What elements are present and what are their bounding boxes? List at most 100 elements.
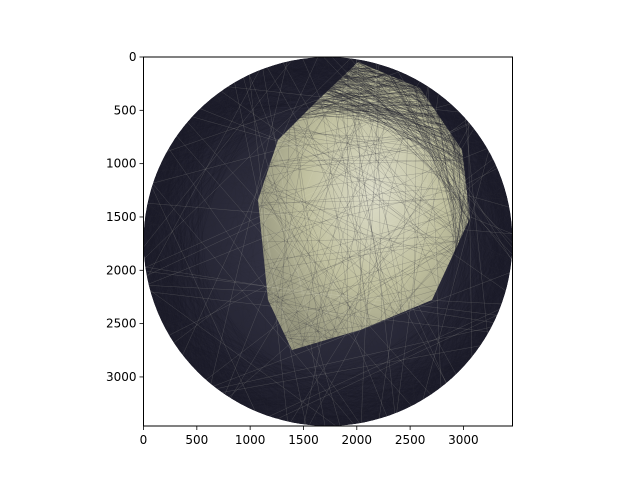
thread-line: [280, 62, 507, 197]
thread-line: [234, 82, 307, 425]
thread-line: [145, 235, 513, 272]
thread-line: [436, 210, 511, 391]
thread-line: [302, 161, 495, 425]
thread-line: [253, 72, 417, 80]
thread-line: [171, 75, 249, 340]
thread-line: [194, 65, 273, 370]
thread-line: [392, 68, 495, 163]
thread-line: [340, 57, 512, 220]
y-tick-label: 1000: [106, 157, 137, 171]
thread-line: [391, 244, 513, 415]
thread-line: [187, 121, 432, 395]
thread-line: [148, 284, 283, 421]
x-tick-label: 3000: [448, 433, 479, 447]
thread-line: [285, 121, 469, 422]
thread-line: [180, 85, 231, 353]
thread-line: [494, 163, 511, 273]
thread-line: [243, 77, 341, 426]
thread-line: [144, 220, 196, 370]
thread-line: [444, 98, 513, 246]
thread-line: [380, 281, 509, 419]
thread-line: [218, 364, 466, 391]
thread-line: [467, 121, 481, 346]
thread-line: [443, 97, 492, 328]
thread-line: [207, 92, 437, 382]
thread-line: [203, 217, 511, 378]
thread-line: [459, 111, 461, 370]
thread-line: [345, 57, 468, 363]
thread-line: [391, 68, 505, 295]
thread-line: [489, 153, 503, 302]
thread-line: [463, 185, 504, 368]
thread-line: [292, 66, 388, 423]
thread-line: [430, 184, 504, 395]
thread-line: [258, 67, 390, 71]
thread-line: [238, 391, 435, 404]
thread-line: [163, 325, 311, 426]
thread-line: [153, 57, 330, 182]
thread-line: [171, 186, 505, 340]
thread-line: [284, 62, 340, 426]
thread-line: [265, 67, 511, 273]
thread-line: [145, 181, 503, 218]
thread-line: [179, 57, 336, 133]
thread-line: [176, 77, 413, 137]
thread-line: [172, 57, 318, 341]
thread-line: [145, 57, 321, 215]
thread-line: [301, 58, 438, 391]
thread-line: [483, 218, 512, 342]
thread-line: [143, 61, 290, 255]
thread-line: [143, 232, 268, 416]
thread-line: [350, 58, 512, 260]
thread-line: [186, 268, 511, 361]
thread-line: [221, 90, 507, 290]
thread-line: [435, 127, 474, 392]
thread-line: [177, 309, 500, 349]
thread-line: [303, 58, 513, 238]
thread-line: [301, 186, 505, 425]
thread-line: [168, 334, 305, 425]
thread-line: [267, 67, 447, 383]
thread-line: [431, 171, 499, 395]
thread-line: [152, 183, 354, 425]
thread-line: [174, 139, 218, 389]
thread-line: [149, 290, 336, 426]
thread-line: [148, 285, 467, 364]
thread-line: [268, 66, 498, 169]
thread-line: [311, 287, 507, 426]
thread-line: [163, 204, 509, 325]
thread-line: [154, 62, 282, 306]
thread-line: [163, 63, 379, 159]
thread-line: [146, 123, 471, 276]
thread-line: [146, 65, 272, 277]
thread-line: [302, 58, 508, 200]
thread-line: [428, 86, 442, 388]
thread-line: [190, 364, 421, 402]
thread-line: [143, 57, 330, 249]
thread-line: [225, 163, 496, 395]
y-tick-label: 1500: [106, 210, 137, 224]
thread-line: [255, 71, 317, 426]
thread-line: [290, 58, 349, 423]
thread-line: [467, 236, 513, 363]
thread-line: [326, 57, 385, 418]
thread-line: [189, 119, 460, 372]
y-tick-label: 2500: [106, 317, 137, 331]
thread-line: [147, 204, 239, 403]
thread-line: [401, 87, 431, 411]
thread-line: [153, 63, 280, 182]
x-tick-label: 1500: [288, 433, 319, 447]
thread-line: [147, 203, 513, 234]
thread-line: [279, 286, 507, 420]
thread-line: [245, 76, 500, 174]
thread-line: [210, 61, 288, 385]
thread-line: [262, 68, 508, 284]
thread-line: [213, 272, 510, 387]
thread-line: [262, 68, 326, 426]
thread-line: [277, 314, 498, 420]
thread-line: [178, 70, 397, 134]
thread-line: [143, 239, 176, 346]
thread-line: [145, 214, 184, 357]
thread-line: [211, 98, 513, 246]
